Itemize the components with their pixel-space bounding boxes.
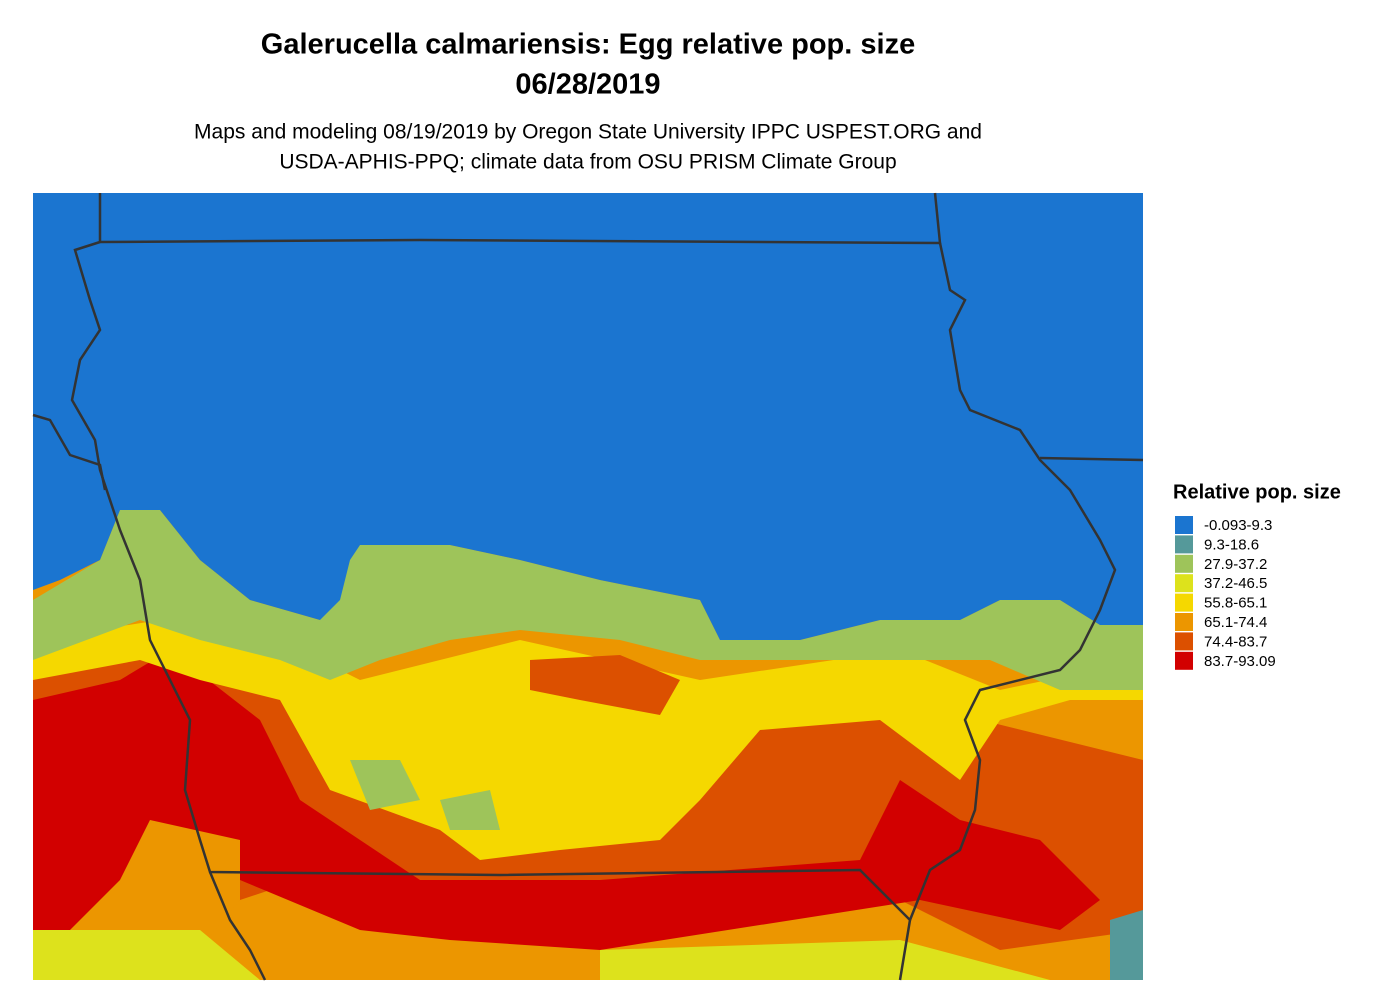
map: [32, 192, 1144, 981]
legend-swatch: [1175, 574, 1193, 593]
legend-label: 9.3-18.6: [1204, 536, 1259, 553]
state-border: [98, 192, 942, 245]
subtitle: USDA-APHIS-PPQ; climate data from OSU PR…: [279, 151, 896, 174]
date: 06/28/2019: [515, 69, 660, 101]
legend-label: 27.9-37.2: [1204, 556, 1267, 573]
map-zone: [530, 655, 680, 715]
legend-label: 83.7-93.09: [1204, 653, 1276, 670]
map-zone: [33, 193, 1143, 640]
legend-swatch: [1175, 554, 1193, 573]
map-zone: [33, 650, 1100, 950]
legend-swatch: [1175, 613, 1193, 631]
state-border: [208, 871, 267, 981]
title: Galerucella calmariensis: Egg relative p…: [261, 29, 915, 61]
legend-swatch: [1175, 651, 1193, 670]
legend-label: -0.093-9.3: [1204, 517, 1272, 534]
legend-swatch: [1175, 516, 1193, 534]
legend-label: 74.4-83.7: [1204, 633, 1267, 650]
map-zone: [33, 510, 1143, 690]
map-zone: [33, 930, 1050, 980]
state-border: [70, 240, 912, 981]
legend-label: 37.2-46.5: [1204, 575, 1267, 592]
legend-label: 65.1-74.4: [1204, 614, 1267, 631]
legend-swatch: [1175, 593, 1193, 612]
subtitle: Maps and modeling 08/19/2019 by Oregon S…: [194, 121, 982, 144]
legend-swatch: [1175, 535, 1193, 554]
state-border: [1039, 456, 1144, 462]
legend: -0.093-9.3 9.3-18.6 27.9-37.2 37.2-46.5 55.8…: [1175, 516, 1276, 670]
state-border: [908, 242, 1117, 921]
state-border: [32, 413, 107, 491]
map-zone: [33, 620, 1143, 860]
map-zone: [350, 760, 500, 830]
map-zone: [1110, 910, 1143, 980]
legend-swatch: [1175, 632, 1193, 651]
legend-title: Relative pop. size: [1173, 481, 1341, 503]
legend-label: 55.8-65.1: [1204, 595, 1267, 612]
